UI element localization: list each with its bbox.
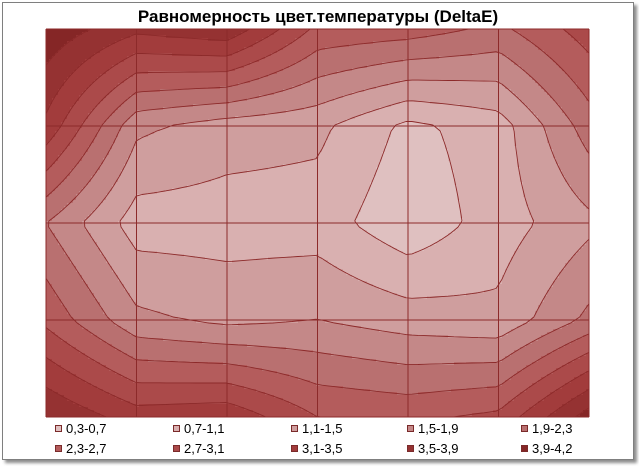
legend-swatch: [407, 444, 414, 452]
contour-line-7: [45, 28, 590, 418]
legend-item: 3,5-3,9: [407, 439, 458, 457]
legend-label: 0,3-0,7: [66, 420, 107, 436]
legend-item: 1,1-1,5: [291, 419, 342, 437]
contour-line-5: [45, 28, 590, 395]
legend-label: 1,9-2,3: [532, 420, 573, 436]
contour-band-1: [118, 101, 535, 299]
contour-line-2: [119, 100, 535, 299]
contour-line-4: [48, 51, 590, 366]
legend-swatch: [173, 444, 180, 452]
legend-swatch: [55, 444, 62, 452]
contour-band-2: [82, 80, 589, 338]
contour-band-4: [46, 29, 589, 395]
legend-label: 2,3-2,7: [66, 440, 107, 456]
legend-item: 3,9-4,2: [521, 439, 572, 457]
chart-title: Равномерность цвет.температуры (DeltaE): [137, 7, 499, 26]
legend-swatch: [521, 424, 528, 432]
contour-band-7: [46, 29, 589, 417]
legend-label: 2,7-3,1: [184, 440, 225, 456]
contour-band-3: [46, 53, 589, 365]
contour-band-5: [46, 29, 589, 417]
contour-line-6: [45, 28, 590, 418]
chart-frame: Равномерность цвет.температуры (DeltaE) …: [2, 2, 634, 460]
legend-label: 1,5-1,9: [418, 420, 459, 436]
contour-plot: [45, 28, 590, 418]
legend-swatch: [291, 444, 298, 452]
legend-item: 3,1-3,5: [291, 439, 342, 457]
legend-swatch: [173, 424, 180, 432]
legend-label: 3,5-3,9: [418, 440, 459, 456]
legend-item: 0,7-1,1: [173, 419, 224, 437]
legend-label: 3,9-4,2: [532, 440, 573, 456]
contour-line-9: [45, 28, 590, 418]
legend-item: 1,5-1,9: [407, 419, 458, 437]
legend-item: 0,3-0,7: [55, 419, 106, 437]
legend-swatch: [55, 424, 62, 432]
legend-item: 1,9-2,3: [521, 419, 572, 437]
contour-band-6: [46, 29, 589, 417]
legend-swatch: [291, 424, 298, 432]
legend-label: 1,1-1,5: [302, 420, 343, 436]
legend-item: 2,3-2,7: [55, 439, 106, 457]
contour-line-8: [45, 28, 590, 418]
legend-swatch: [407, 424, 414, 432]
legend-swatch: [521, 444, 528, 452]
legend-label: 0,7-1,1: [184, 420, 225, 436]
legend-item: 2,7-3,1: [173, 439, 224, 457]
legend-label: 3,1-3,5: [302, 440, 343, 456]
